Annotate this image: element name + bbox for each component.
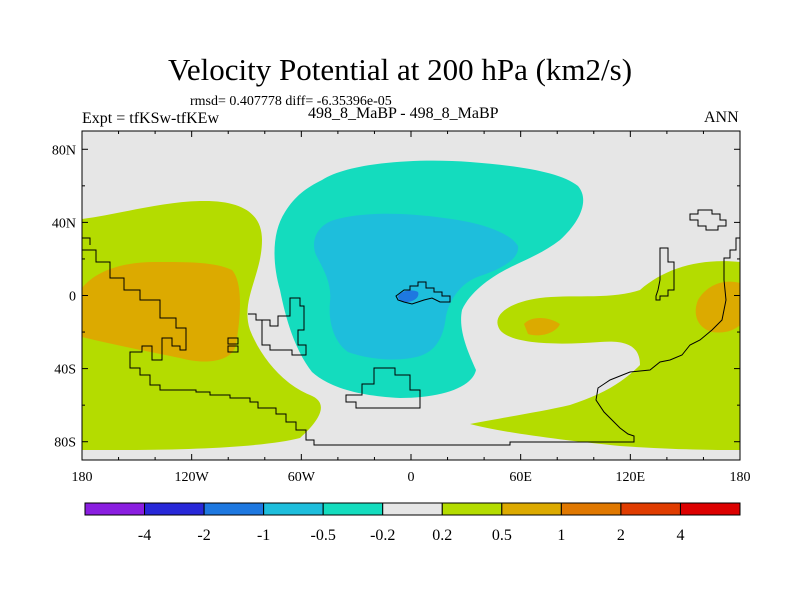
x-tick-label: 120E bbox=[616, 470, 646, 485]
positive-region-east-spot bbox=[524, 317, 560, 336]
colorbar-box bbox=[263, 502, 324, 516]
colorbar-label: 4 bbox=[676, 527, 684, 544]
negative-region-core bbox=[398, 290, 419, 302]
colorbar-label: -4 bbox=[138, 527, 151, 544]
y-tick-label: 80S bbox=[54, 436, 76, 451]
x-tick-label: 120W bbox=[175, 470, 210, 485]
coastlines bbox=[82, 209, 740, 446]
negative-region-inner bbox=[314, 213, 519, 360]
colorbar-label: -0.5 bbox=[311, 527, 336, 544]
colorbar-label: -1 bbox=[257, 527, 270, 544]
axis-tick-labels: 180 120W 60W 0 60E 120E 180 80N 40N 0 40S 80S bbox=[52, 143, 751, 485]
colorbar-label: 0.5 bbox=[492, 527, 512, 544]
coastline-pacific-islands bbox=[227, 337, 239, 353]
coastline-arctic-asia bbox=[689, 209, 727, 231]
colorbar-box bbox=[144, 502, 205, 516]
x-tick-label: 180 bbox=[72, 470, 93, 485]
colorbar-label: -0.2 bbox=[370, 527, 395, 544]
coastline-east-asia bbox=[655, 247, 675, 301]
colorbar-box bbox=[322, 502, 384, 516]
positive-region-east bbox=[470, 261, 740, 450]
coastline-pacific-north bbox=[82, 237, 91, 245]
axis-ticks bbox=[81, 131, 741, 460]
experiment-label: Expt = tfKSw-tfKEw bbox=[82, 110, 220, 127]
colorbar-box bbox=[84, 502, 146, 516]
coastline-australia bbox=[82, 237, 740, 446]
y-tick-label: 80N bbox=[52, 143, 76, 158]
colorbar-box bbox=[203, 502, 265, 516]
coastline-central-america bbox=[248, 313, 262, 321]
coastline-africa bbox=[345, 367, 421, 409]
y-tick-label: 40S bbox=[54, 363, 76, 378]
y-tick-label: 0 bbox=[69, 290, 76, 305]
stats-text: rmsd= 0.407778 diff= -6.35396e-05 bbox=[190, 94, 392, 109]
positive-region-east-core bbox=[695, 281, 740, 333]
x-tick-label: 180 bbox=[730, 470, 751, 485]
colorbar-label: -2 bbox=[197, 527, 210, 544]
coastline-south-america bbox=[261, 297, 307, 356]
colorbar-box bbox=[679, 502, 741, 516]
x-tick-label: 0 bbox=[408, 470, 415, 485]
contour-fills bbox=[82, 160, 740, 450]
colorbar: -4 -2 -1 -0.5 -0.2 0.2 0.5 1 2 4 bbox=[84, 502, 741, 544]
colorbar-box bbox=[441, 502, 503, 516]
colorbar-box bbox=[620, 502, 681, 516]
season-label: ANN bbox=[704, 109, 739, 126]
y-tick-label: 40N bbox=[52, 216, 76, 231]
colorbar-label: 0.2 bbox=[432, 527, 452, 544]
colorbar-box bbox=[560, 502, 622, 516]
positive-region-west-core bbox=[82, 262, 240, 362]
coastline-europe bbox=[395, 281, 451, 305]
colorbar-label: 2 bbox=[617, 527, 625, 544]
x-tick-label: 60W bbox=[288, 470, 316, 485]
runs-label: 498_8_MaBP - 498_8_MaBP bbox=[308, 105, 499, 122]
colorbar-label: 1 bbox=[557, 527, 565, 544]
colorbar-box bbox=[382, 502, 443, 516]
x-tick-label: 60E bbox=[509, 470, 532, 485]
colorbar-box bbox=[501, 502, 562, 516]
chart-title: Velocity Potential at 200 hPa (km2/s) bbox=[167, 52, 633, 87]
